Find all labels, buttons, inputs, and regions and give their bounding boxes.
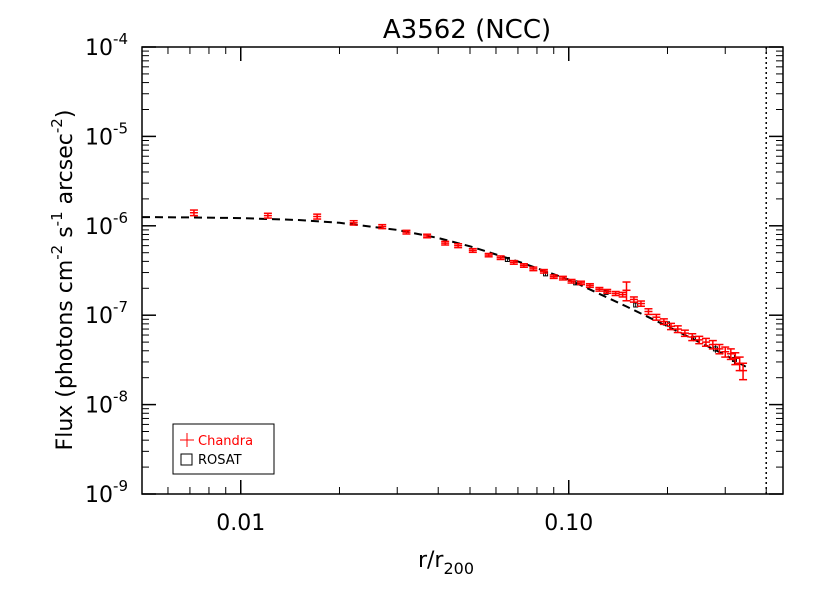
y-axis-label: Flux (photons cm-2 s-1 arcsec-2) [48,110,78,451]
legend-item-rosat: ROSAT [180,453,242,468]
model-curve-layer [141,216,748,369]
chandra-point [603,288,612,295]
chandra-point [313,213,322,220]
chandra-point [611,290,620,297]
x-axis: 0.01 0.10 [167,47,767,536]
chart-title: A3562 (NCC) [383,15,551,45]
rosat-point [504,256,510,262]
legend-marker-rosat [180,453,193,466]
y-axis-label-part: arcsec [53,133,78,211]
y-tick-label-exponent: -6 [113,209,128,227]
y-tick-label: 10-4 [85,30,128,61]
legend-item-chandra: Chandra [180,433,253,449]
rosat-marker [504,256,510,262]
y-tick-label-exponent: -8 [113,388,128,406]
chandra-point [701,337,710,347]
chandra-point [577,280,586,286]
y-tick-label: 10-9 [85,477,128,508]
chandra-point [659,318,668,326]
chandra-point [618,291,627,298]
chandra-point [567,278,576,284]
chandra-point [721,346,730,358]
y-axis-label-exponent: -2 [48,245,66,260]
chandra-point [673,325,682,334]
chandra-point [441,240,450,246]
y-tick-label-base: 10 [85,36,113,61]
rosat-point [633,302,639,308]
chandra-point [509,259,518,265]
chandra-point [715,343,724,355]
y-tick-label-exponent: -7 [113,298,128,316]
y-axis-label-part: ) [53,110,78,119]
y-tick-label-base: 10 [85,483,113,508]
chandra-point [652,313,661,321]
chandra-point [629,296,638,303]
model-curve [141,216,748,369]
chandra-point [726,348,735,361]
chandra-point [595,286,604,292]
legend: Chandra ROSAT [172,423,275,475]
x-axis-label-main: r/r [418,548,444,573]
plot-frame [141,46,784,495]
y-tick-label: 10-8 [85,388,128,419]
y-tick-label-base: 10 [85,125,113,150]
chandra-point [378,223,387,230]
y-tick-label-base: 10 [85,215,113,240]
y-tick-label: 10-7 [85,298,128,329]
chandra-point [695,335,704,345]
chandra-point [484,252,493,258]
chandra-point [529,266,538,272]
chandra-point [189,209,198,217]
legend-label-rosat: ROSAT [198,453,242,468]
x-axis-label-subscript: 200 [443,559,474,578]
chandra-point [263,212,272,219]
y-axis: 10-910-810-710-610-510-4 [85,30,783,508]
y-tick-label-exponent: -4 [113,30,128,48]
chandra-point [496,255,505,261]
chandra-point [539,268,548,274]
chandra-point [680,329,689,338]
chandra-point [349,219,358,226]
chandra-point [519,263,528,268]
y-tick-label: 10-5 [85,119,128,150]
chandra-point [688,333,697,342]
chandra-point [549,274,558,280]
y-tick-label-exponent: -9 [113,477,128,495]
chandra-point [468,247,477,254]
chandra-point [731,352,740,366]
chandra-point [585,282,594,289]
chandra-point [636,300,645,307]
y-axis-label-part: Flux (photons cm [53,260,78,451]
y-tick-label: 10-6 [85,209,128,240]
data-points-layer [189,209,748,381]
y-axis-label-exponent: -1 [48,211,66,226]
legend-label-chandra: Chandra [198,434,253,449]
rosat-marker [603,289,609,295]
y-axis-label-part: s [53,226,78,244]
chandra-point [739,362,748,381]
y-tick-label-exponent: -5 [113,119,128,137]
chandra-point [667,322,676,331]
chandra-point [622,281,631,302]
plot-border [141,46,784,495]
x-tick-label: 0.10 [544,511,593,536]
chandra-point [402,229,411,235]
chandra-point [558,275,567,281]
y-tick-label-base: 10 [85,394,113,419]
chandra-point [423,233,432,239]
legend-box [172,423,275,475]
chandra-point [454,242,463,249]
y-axis-label-exponent: -2 [48,118,66,133]
x-tick-label: 0.01 [216,511,265,536]
chandra-point [644,308,653,316]
y-tick-label-base: 10 [85,304,113,329]
x-axis-label: r/r200 [418,548,474,578]
rosat-marker [633,302,639,308]
